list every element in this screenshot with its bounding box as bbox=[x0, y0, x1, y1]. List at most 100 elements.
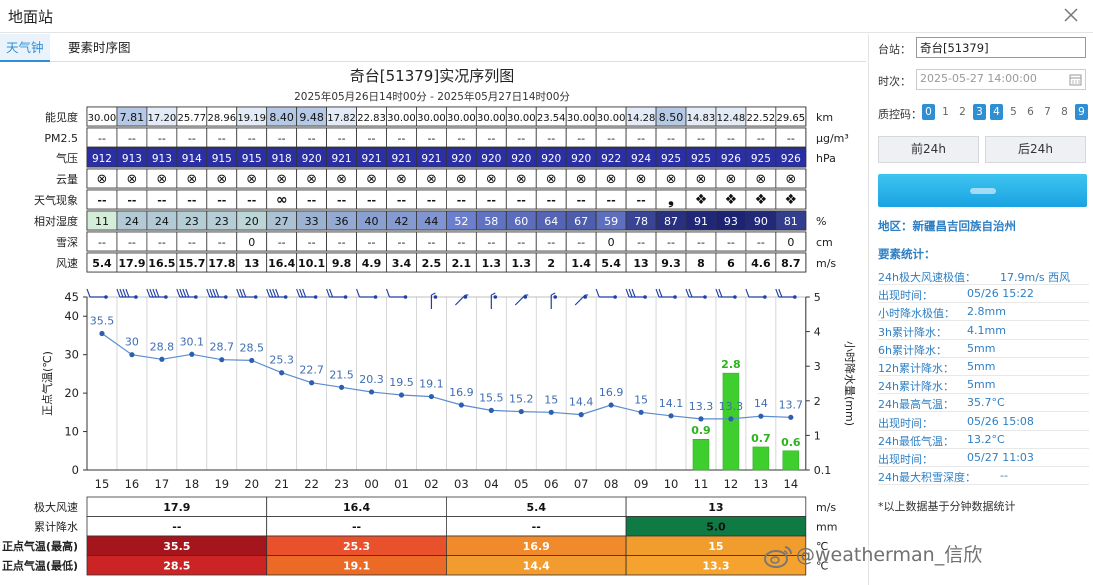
temperature-point bbox=[608, 402, 614, 408]
qc-code-2[interactable]: 2 bbox=[959, 106, 966, 118]
qc-code-8[interactable]: 8 bbox=[1061, 106, 1068, 118]
temperature-label: 35.5 bbox=[90, 315, 115, 328]
cell-text-humidity: 87 bbox=[664, 215, 678, 228]
qc-code-1[interactable]: 1 bbox=[942, 106, 949, 118]
time-input[interactable]: 2025-05-27 14:00:00 bbox=[916, 69, 1086, 90]
cell-snow bbox=[775, 231, 807, 252]
qc-code-6[interactable]: 6 bbox=[1027, 106, 1034, 118]
cell-text-snow: -- bbox=[128, 236, 136, 249]
x-tick-label: 22 bbox=[304, 477, 319, 491]
qc-code-9[interactable]: 9 bbox=[1075, 104, 1088, 120]
calendar-icon[interactable] bbox=[1069, 73, 1082, 86]
cell-text-visibility: 8.50 bbox=[659, 111, 684, 124]
cell-text-pressure: 921 bbox=[362, 153, 382, 165]
temperature-label: 30.1 bbox=[180, 335, 205, 348]
summary-text-tmax: 35.5 bbox=[163, 540, 190, 553]
wind-barb bbox=[86, 288, 108, 299]
cell-text-wind: 6 bbox=[727, 257, 735, 270]
weibo-logo-icon bbox=[764, 546, 793, 568]
cell-text-pressure: 920 bbox=[302, 153, 322, 165]
cell-text-wind: 17.8 bbox=[208, 257, 235, 270]
summary-text-acc_precip: 5.0 bbox=[706, 521, 726, 534]
cell-text-humidity: 59 bbox=[604, 215, 618, 228]
summary-text-tmax: 16.9 bbox=[523, 540, 550, 553]
row-label-wind: 风速 bbox=[56, 257, 78, 270]
summary-unit-max_wind: m/s bbox=[816, 501, 836, 514]
cell-text-wind: 1.3 bbox=[482, 257, 502, 270]
qc-code-3[interactable]: 3 bbox=[973, 104, 986, 120]
station-input[interactable]: 奇台[51379] bbox=[916, 37, 1086, 58]
cell-text-pm25: -- bbox=[757, 132, 765, 145]
cell-text-weather: ❖ bbox=[755, 192, 768, 208]
wind-barb bbox=[514, 294, 529, 306]
cell-text-wind: 13 bbox=[244, 257, 259, 270]
prev-24h-button[interactable]: 前24h bbox=[878, 136, 979, 163]
summary-cell-tmin bbox=[625, 555, 807, 576]
qc-code-0[interactable]: 0 bbox=[922, 104, 935, 120]
precip-bar bbox=[692, 438, 710, 471]
temperature-point bbox=[189, 351, 195, 357]
stats-row: 24h最高气温： 35.7°C bbox=[878, 394, 1089, 413]
x-tick-label: 01 bbox=[394, 477, 409, 491]
cell-text-humidity: 36 bbox=[335, 215, 349, 228]
cell-text-pressure: 924 bbox=[631, 153, 651, 165]
cell-text-snow: -- bbox=[188, 236, 196, 249]
x-tick-label: 18 bbox=[185, 477, 200, 491]
precip-label: 0.9 bbox=[691, 424, 711, 437]
x-tick-label: 08 bbox=[604, 477, 619, 491]
cell-text-humidity: 33 bbox=[305, 215, 319, 228]
cell-text-pm25: -- bbox=[637, 132, 645, 145]
cell-text-weather: ❟ bbox=[668, 192, 674, 208]
wind-barb bbox=[116, 288, 138, 299]
x-tick-label: 03 bbox=[454, 477, 469, 491]
cell-text-weather: ❖ bbox=[695, 192, 708, 208]
station-label: 台站： bbox=[878, 43, 911, 56]
next-24h-button[interactable]: 后24h bbox=[985, 136, 1086, 163]
tab-element-series[interactable]: 要素时序图 bbox=[68, 40, 131, 55]
temperature-label: 13.7 bbox=[779, 398, 804, 411]
precip-label: 0.6 bbox=[781, 436, 801, 449]
summary-text-acc_precip: -- bbox=[532, 521, 541, 534]
cell-text-pm25: -- bbox=[487, 132, 495, 145]
stats-key: 24h极大风速极值： bbox=[878, 271, 976, 284]
wind-barb bbox=[356, 288, 378, 299]
cell-text-wind: 13 bbox=[633, 257, 648, 270]
stats-key: 24h累计降水： bbox=[878, 380, 954, 394]
qc-code-7[interactable]: 7 bbox=[1044, 106, 1051, 118]
tab-weather-clock[interactable]: 天气钟 bbox=[0, 34, 50, 62]
y2-tick-label: 2 bbox=[814, 395, 821, 408]
stats-key: 出现时间： bbox=[878, 416, 933, 430]
x-tick-label: 04 bbox=[484, 477, 499, 491]
stats-value: 5mm bbox=[967, 360, 996, 373]
cell-text-visibility: 19.19 bbox=[237, 113, 266, 124]
temperature-label: 15 bbox=[634, 393, 648, 406]
qc-code-5[interactable]: 5 bbox=[1010, 106, 1017, 118]
wind-barb bbox=[176, 288, 198, 299]
cell-text-pressure: 926 bbox=[781, 153, 801, 165]
cell-text-wind: 5.4 bbox=[92, 257, 112, 270]
cell-text-weather: ❖ bbox=[785, 192, 798, 208]
summary-text-max_wind: 13 bbox=[708, 501, 723, 514]
x-tick-label: 20 bbox=[244, 477, 259, 491]
cell-text-humidity: 20 bbox=[245, 215, 259, 228]
cell-text-humidity: 23 bbox=[185, 215, 199, 228]
cell-text-wind: 9.3 bbox=[661, 257, 681, 270]
close-icon[interactable] bbox=[1061, 5, 1081, 25]
y-tick-label: 10 bbox=[64, 425, 79, 439]
cell-text-wind: 8.7 bbox=[781, 257, 801, 270]
cell-text-weather: -- bbox=[157, 194, 166, 207]
wind-barb bbox=[655, 288, 677, 299]
title-bar: 地面站 bbox=[0, 0, 1093, 33]
qc-code-4[interactable]: 4 bbox=[990, 104, 1003, 120]
temperature-point bbox=[788, 414, 794, 420]
x-tick-label: 21 bbox=[274, 477, 289, 491]
stats-row: 24h累计降水： 5mm bbox=[878, 376, 1089, 395]
cell-text-pressure: 913 bbox=[152, 153, 172, 165]
summary-unit-acc_precip: mm bbox=[816, 521, 837, 534]
wind-barb bbox=[685, 288, 707, 299]
query-button[interactable] bbox=[878, 174, 1087, 207]
stats-key: 12h累计降水： bbox=[878, 362, 954, 375]
temperature-label: 19.5 bbox=[389, 376, 414, 389]
cell-text-pressure: 921 bbox=[391, 153, 411, 165]
x-tick-label: 09 bbox=[634, 477, 649, 491]
